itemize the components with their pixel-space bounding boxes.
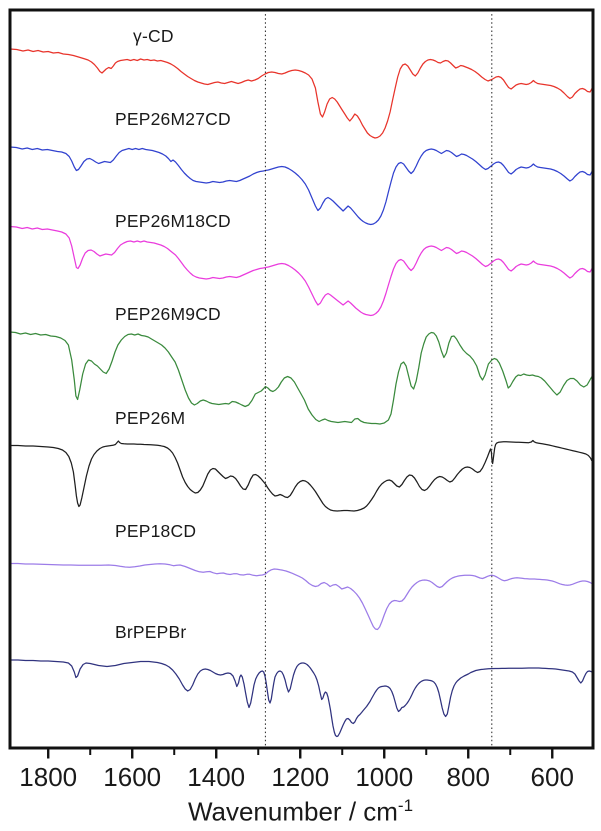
x-axis-title-text: Wavenumber / cm — [187, 796, 398, 827]
x-axis-tick-label-1800: 1800 — [19, 762, 77, 792]
x-axis-tick-label-1000: 1000 — [355, 762, 413, 792]
series-label-pep18cd: PEP18CD — [115, 521, 197, 541]
series-label-pep26m: PEP26M — [115, 408, 186, 428]
spectrum-curve-pep26m9cd — [9, 331, 594, 425]
x-axis-tick-label-800: 800 — [447, 762, 490, 792]
spectrum-curve-pep26m18cd — [9, 225, 594, 317]
plot-frame — [8, 8, 595, 750]
series-label-gamma-cd: γ-CD — [133, 26, 174, 46]
x-axis-tick-label-1600: 1600 — [103, 762, 161, 792]
spectrum-curve-pep18cd — [9, 562, 594, 631]
series-label-pep26m9cd: PEP26M9CD — [115, 304, 221, 324]
spectrum-curve-gamma-cd — [9, 48, 594, 139]
x-axis-title-superscript: -1 — [397, 796, 414, 815]
x-axis-tick-label-1200: 1200 — [271, 762, 329, 792]
spectrum-curve-pep26m27cd — [9, 146, 594, 226]
spectrum-curve-brpepbr — [9, 659, 594, 738]
series-label-pep26m27cd: PEP26M27CD — [115, 109, 231, 129]
x-axis-tick-label-600: 600 — [531, 762, 574, 792]
x-axis-tick-label-1400: 1400 — [187, 762, 245, 792]
x-axis-title: Wavenumber / cm-1 — [0, 796, 601, 828]
series-label-brpepbr: BrPEPBr — [115, 622, 187, 642]
series-label-pep26m18cd: PEP26M18CD — [115, 211, 231, 231]
spectrum-curve-pep26m — [9, 439, 594, 512]
